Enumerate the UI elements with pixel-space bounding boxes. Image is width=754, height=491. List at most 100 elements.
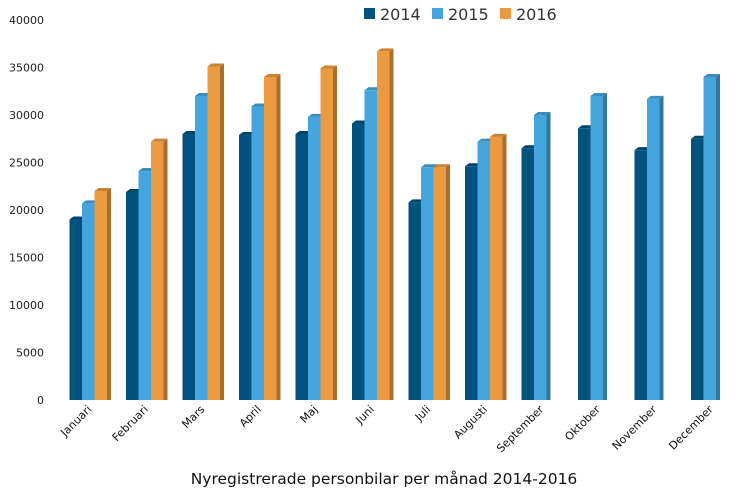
bar-2016-Mars [207, 66, 220, 401]
bar-top [264, 74, 281, 77]
bar-2016-April [264, 77, 277, 400]
bar-2014-Januari [69, 219, 82, 400]
bar-side [603, 93, 607, 400]
legend-label: 2016 [516, 5, 557, 24]
y-tick-label: 40000 [9, 14, 44, 27]
bar-top [691, 135, 708, 139]
bar-top [251, 103, 268, 107]
bar-top [377, 48, 394, 52]
bar-2015-Mars [195, 96, 208, 400]
bar-2016-Maj [320, 68, 333, 400]
bar-top [126, 188, 143, 192]
bar-top [239, 131, 256, 135]
bar-2015-Augusti [477, 141, 490, 400]
bar-2016-Januari [94, 191, 107, 400]
x-tick-label: Juli [412, 403, 433, 424]
bar-2014-Juni [352, 123, 365, 401]
bar-2014-Augusti [465, 166, 478, 400]
y-tick-label: 20000 [9, 204, 44, 217]
y-tick-label: 25000 [9, 157, 44, 170]
x-tick-label: Februari [110, 403, 151, 444]
bar-2015-November [647, 98, 660, 400]
bar-top [82, 200, 99, 204]
legend-swatch-2014 [364, 8, 375, 19]
bar-2015-Februari [138, 171, 151, 400]
bar-side [446, 164, 450, 400]
bar-2014-November [634, 150, 647, 400]
bar-top [477, 138, 494, 142]
bar-side [220, 63, 224, 401]
bar-2016-Augusti [490, 136, 503, 400]
bar-2015-Januari [82, 203, 95, 400]
bar-top [634, 147, 651, 151]
bar-2014-September [521, 148, 534, 400]
bars [69, 48, 720, 401]
bar-2014-Mars [182, 134, 195, 400]
bar-top [151, 138, 168, 142]
bar-2015-April [251, 106, 264, 400]
legend-label: 2015 [448, 5, 489, 24]
bar-top [465, 163, 482, 167]
x-tick-label: Juni [353, 403, 377, 427]
bar-top [521, 145, 538, 149]
x-tick-label: Mars [179, 403, 207, 431]
bar-2014-Juli [408, 202, 421, 400]
bar-top [182, 131, 199, 134]
bar-2014-December [691, 138, 704, 400]
bar-top [69, 216, 86, 220]
bar-2014-Februari [126, 191, 139, 400]
legend-swatch-2016 [500, 8, 511, 19]
bar-side [276, 74, 281, 400]
bar-2016-Februari [151, 141, 164, 400]
y-tick-label: 5000 [16, 347, 44, 360]
bar-side [659, 95, 664, 400]
bar-top [295, 131, 312, 134]
bar-side [502, 133, 507, 400]
bar-top [320, 65, 337, 69]
x-tick-label: Maj [298, 403, 321, 426]
bar-top [534, 112, 551, 115]
x-tick-label: December [666, 403, 716, 453]
bar-2015-September [534, 115, 547, 400]
x-tick-label: November [610, 403, 660, 453]
y-tick-label: 15000 [9, 252, 44, 265]
x-tick-label: April [237, 403, 264, 430]
y-tick-label: 0 [37, 394, 44, 407]
chart-title: Nyregistrerade personbilar per månad 201… [191, 470, 578, 488]
bar-side [163, 138, 168, 400]
bar-side [389, 48, 394, 400]
bar-top [421, 164, 438, 168]
bar-2014-Maj [295, 134, 308, 400]
bar-2015-Oktober [590, 96, 603, 400]
bar-2015-December [703, 77, 716, 400]
legend-swatch-2015 [432, 8, 443, 19]
bar-2015-Juni [364, 90, 377, 401]
bar-top [352, 120, 369, 124]
x-tick-label: September [494, 403, 547, 456]
y-axis: 0 5000 10000 15000 20000 25000 30000 35000 40000 [9, 14, 44, 407]
bar-top [138, 168, 155, 172]
bar-top [433, 164, 450, 168]
bar-2015-Juli [421, 167, 434, 400]
bar-2016-Juli [433, 167, 446, 400]
x-axis: Januari Februari Mars April Maj Juni Juli Augus… [57, 403, 716, 456]
bar-2014-Oktober [578, 128, 591, 401]
bar-top [578, 125, 595, 129]
bar-side [546, 112, 551, 400]
bar-2016-Juni [377, 51, 390, 400]
bar-top [207, 63, 224, 67]
x-tick-label: Oktober [562, 403, 603, 444]
y-tick-label: 35000 [9, 62, 44, 75]
legend-label: 2014 [380, 5, 421, 24]
bar-top [647, 95, 664, 99]
bar-top [703, 74, 720, 77]
bar-top [308, 113, 325, 117]
x-tick-label: Augusti [451, 403, 490, 442]
bar-side [107, 188, 111, 400]
y-tick-label: 10000 [9, 299, 44, 312]
bar-top [94, 188, 111, 191]
bar-top [590, 93, 607, 96]
bar-top [408, 199, 425, 203]
bar-top [364, 87, 381, 91]
